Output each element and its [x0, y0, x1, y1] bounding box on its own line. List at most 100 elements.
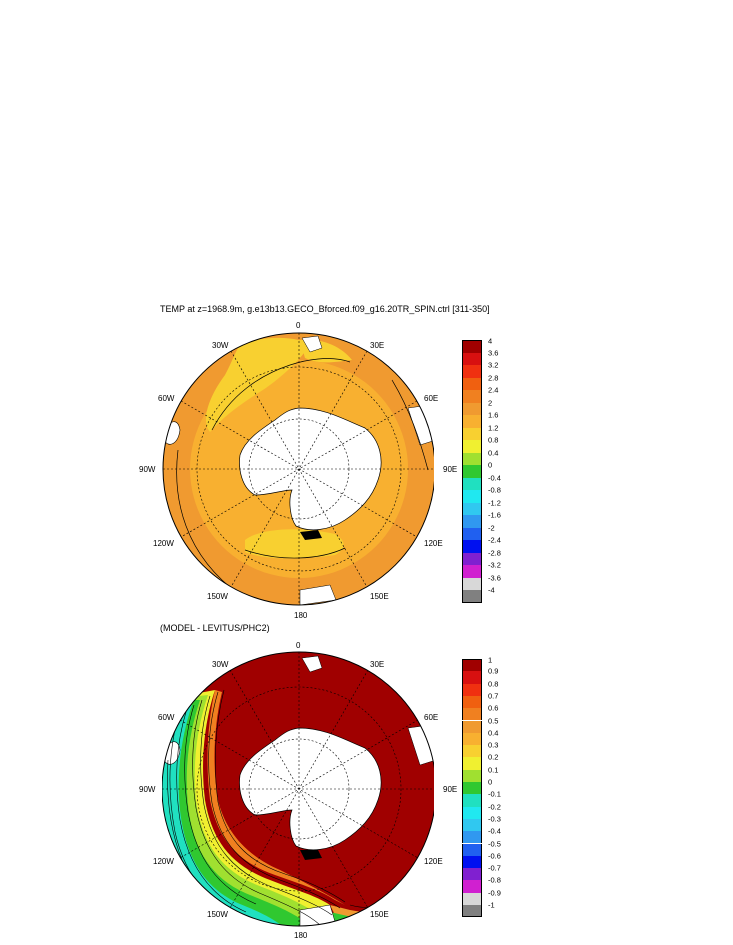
- temperature-colorbar-tick-label: 4: [488, 336, 493, 346]
- temperature-colorbar-swatch: [462, 502, 482, 515]
- temperature-colorbar-swatch: [462, 590, 482, 603]
- diff-lon-label-30e: 30E: [370, 660, 385, 669]
- difference-colorbar-swatch: [462, 708, 482, 721]
- temperature-colorbar-tick-label: -3.2: [488, 560, 501, 570]
- temperature-colorbar-swatch: [462, 540, 482, 553]
- difference-colorbar-swatch: [462, 732, 482, 746]
- difference-colorbar-swatch: [462, 868, 482, 881]
- difference-polar-map: [162, 651, 434, 927]
- difference-colorbar-tick-label: -0.2: [488, 802, 501, 812]
- temperature-colorbar-swatch: [462, 565, 482, 578]
- difference-colorbar-tick-label: -0.7: [488, 863, 501, 873]
- diff-lon-label-60e: 60E: [424, 713, 439, 722]
- temperature-colorbar-swatch: [462, 402, 482, 415]
- diff-lon-label-0: 0: [296, 641, 301, 650]
- temperature-colorbar-tick-label: 0.4: [488, 448, 499, 457]
- temperature-colorbar-swatch: [462, 527, 482, 540]
- difference-colorbar-swatch: [462, 720, 482, 733]
- lon-label-30w: 30W: [212, 341, 229, 350]
- difference-colorbar-tick-label: -0.5: [488, 839, 501, 848]
- temperature-colorbar-swatch: [462, 340, 482, 353]
- diff-lon-label-90w: 90W: [139, 785, 156, 794]
- temperature-polar-map: [162, 332, 434, 606]
- diff-lon-label-120w: 120W: [153, 857, 174, 866]
- difference-colorbar-tick-label: 0: [488, 777, 493, 787]
- lon-label-60e: 60E: [424, 394, 439, 403]
- lon-label-150e: 150E: [370, 592, 389, 601]
- difference-colorbar-swatch: [462, 892, 482, 905]
- temperature-colorbar-swatch: [462, 490, 482, 503]
- diff-lon-label-90e: 90E: [443, 785, 458, 794]
- temperature-colorbar-swatch: [462, 552, 482, 565]
- temperature-colorbar-tick-label: -0.4: [488, 473, 501, 482]
- temperature-colorbar-tick-label: 3.2: [488, 360, 499, 370]
- diff-lon-label-150w: 150W: [207, 910, 228, 919]
- temperature-colorbar-tick-label: 0.8: [488, 435, 499, 445]
- temperature-colorbar-swatch: [462, 477, 482, 490]
- temperature-colorbar-swatch: [462, 452, 482, 465]
- temperature-colorbar-tick-label: -2.8: [488, 548, 501, 557]
- temperature-colorbar-tick-label: -1.6: [488, 510, 501, 520]
- diff-lon-label-150e: 150E: [370, 910, 389, 919]
- difference-colorbar-swatch: [462, 905, 482, 918]
- difference-colorbar-swatch: [462, 794, 482, 807]
- temperature-colorbar-tick-label: -0.8: [488, 485, 501, 495]
- difference-colorbar-swatch: [462, 818, 482, 832]
- lon-label-150w: 150W: [207, 592, 228, 601]
- difference-colorbar-swatch: [462, 683, 482, 696]
- lon-label-90e: 90E: [443, 465, 458, 474]
- diff-lon-label-180: 180: [294, 931, 308, 940]
- lon-label-30e: 30E: [370, 341, 385, 350]
- temperature-colorbar-swatch: [462, 365, 482, 378]
- difference-colorbar-tick-label: 0.2: [488, 752, 499, 762]
- temperature-colorbar-swatch: [462, 465, 482, 478]
- map-title: TEMP at z=1968.9m, g.e13b13.GECO_Bforced…: [160, 304, 490, 314]
- difference-colorbar-swatch: [462, 769, 482, 782]
- difference-colorbar-swatch: [462, 831, 482, 844]
- diff-lon-label-60w: 60W: [158, 713, 175, 722]
- temperature-colorbar-tick-label: -4: [488, 585, 495, 595]
- temperature-colorbar-tick-label: -2: [488, 523, 495, 532]
- difference-colorbar-tick-label: 0.8: [488, 679, 499, 689]
- temperature-colorbar-swatch: [462, 427, 482, 440]
- lon-label-180: 180: [294, 611, 308, 620]
- difference-map-title: (MODEL - LEVITUS/PHC2): [160, 623, 270, 633]
- difference-colorbar-tick-label: 0.6: [488, 703, 499, 713]
- difference-colorbar-tick-label: 0.7: [488, 691, 499, 701]
- difference-colorbar-tick-label: -0.4: [488, 826, 501, 836]
- difference-colorbar-swatch: [462, 671, 482, 684]
- temperature-colorbar-tick-label: -2.4: [488, 535, 501, 545]
- temperature-colorbar-tick-label: -3.6: [488, 573, 501, 582]
- temperature-colorbar-tick-label: 1.2: [488, 423, 499, 432]
- lon-label-0: 0: [296, 321, 301, 330]
- diff-lon-label-120e: 120E: [424, 857, 443, 866]
- difference-colorbar-tick-label: 1: [488, 655, 493, 665]
- difference-colorbar: 1 0.9 0.8 0.7 0.6 0.5 0.4 0.3 0.2 0.1 0 -0.1 -0.2 -0.…: [462, 655, 512, 918]
- difference-colorbar-tick-label: -0.9: [488, 888, 501, 898]
- difference-colorbar-tick-label: 0.9: [488, 666, 499, 676]
- temperature-colorbar-swatch: [462, 440, 482, 453]
- temperature-colorbar-swatch: [462, 352, 482, 365]
- difference-colorbar-tick-label: 0.3: [488, 740, 499, 750]
- difference-colorbar-swatch: [462, 880, 482, 893]
- difference-colorbar-swatch: [462, 745, 482, 758]
- difference-colorbar-swatch: [462, 757, 482, 770]
- temperature-colorbar-tick-label: 2.8: [488, 373, 499, 382]
- temperature-colorbar: 4 3.6 3.2 2.8 2.4 2 1.6 1.2 0.8 0.4 0 -0.4 -0.8 -1.2 -…: [462, 336, 512, 603]
- difference-colorbar-tick-label: -0.1: [488, 789, 501, 799]
- temperature-colorbar-tick-label: 1.6: [488, 410, 499, 420]
- difference-colorbar-swatch: [462, 782, 482, 795]
- difference-colorbar-tick-label: -0.6: [488, 851, 501, 861]
- difference-colorbar-swatch: [462, 695, 482, 709]
- lon-label-120e: 120E: [424, 539, 443, 548]
- difference-colorbar-tick-label: -0.3: [488, 814, 501, 824]
- diff-lon-label-30w: 30W: [212, 660, 229, 669]
- temperature-colorbar-swatch: [462, 390, 482, 403]
- temperature-colorbar-swatch: [462, 577, 482, 590]
- temperature-colorbar-swatch: [462, 415, 482, 428]
- lon-label-60w: 60W: [158, 394, 175, 403]
- difference-colorbar-tick-label: 0.5: [488, 716, 499, 725]
- difference-colorbar-tick-label: 0.4: [488, 728, 499, 738]
- lon-label-90w: 90W: [139, 465, 156, 474]
- temperature-colorbar-swatch: [462, 515, 482, 528]
